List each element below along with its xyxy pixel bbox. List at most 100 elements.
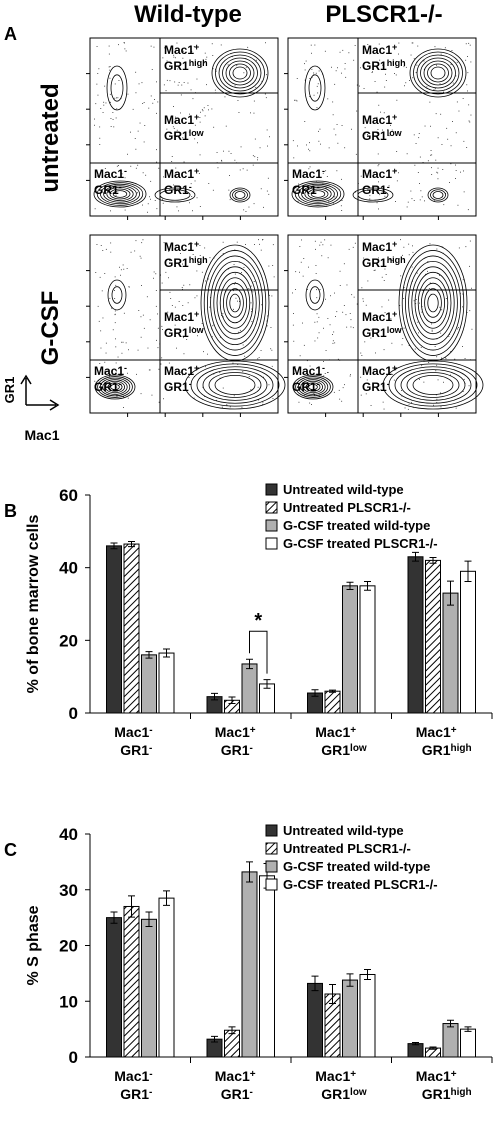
category-label-line2: GR1low <box>321 742 367 758</box>
category-label-line2: GR1low <box>321 1086 367 1102</box>
y-tick-label: 30 <box>59 881 78 900</box>
contour-lines <box>292 244 484 410</box>
legend-label: G-CSF treated wild-type <box>283 859 430 874</box>
category-label-line1: Mac1- <box>114 724 152 740</box>
gate-label-high-line2: GR1high <box>362 58 406 73</box>
gate-label-low-line1: Mac1+ <box>164 309 199 324</box>
contour-lines <box>93 48 269 208</box>
error-bar <box>211 692 218 701</box>
legend: Untreated wild-type Untreated PLSCR1-/- G-… <box>265 823 438 892</box>
y-axis-label: % of bone marrow cells <box>25 515 42 694</box>
flow-plots: Mac1+GR1highMac1+GR1lowMac1-GR1-Mac1+GR1… <box>86 37 484 417</box>
gate-label-high-line1: Mac1+ <box>362 239 397 254</box>
error-bar <box>110 542 118 550</box>
panel-a-letter: A <box>4 24 17 44</box>
legend-label: G-CSF treated PLSCR1-/- <box>283 536 438 551</box>
gate-label-high-line1: Mac1+ <box>164 239 199 254</box>
bar <box>324 690 341 714</box>
contour-lines <box>291 48 467 208</box>
bar <box>224 1029 240 1058</box>
flow-plot-3: Mac1+GR1highMac1+GR1lowMac1-GR1-Mac1+GR1… <box>86 234 286 417</box>
error-bar <box>412 551 419 562</box>
legend-label: Untreated wild-type <box>283 482 404 497</box>
bar-chart-b: B % of bone marrow cells 0 20 40 60 Mac1- GR1- M… <box>4 482 493 758</box>
error-bar <box>364 968 371 981</box>
y-tick-label: 40 <box>59 825 78 844</box>
category-label-line2: GR1- <box>221 1086 253 1102</box>
bar-chart-c: C % S phase 0 10 20 30 40 Mac1- GR1- Mac1+ GR1- Mac… <box>4 823 493 1102</box>
error-bar <box>346 973 354 987</box>
error-bar <box>228 1026 236 1035</box>
error-bar <box>246 861 253 883</box>
axis-legend <box>20 374 60 411</box>
y-tick-label: 10 <box>59 992 78 1011</box>
gate-label-high-line2: GR1high <box>164 255 208 270</box>
flow-plot-4: Mac1+GR1highMac1+GR1lowMac1-GR1-Mac1+GR1… <box>284 234 484 417</box>
bar <box>359 585 376 714</box>
y-tick-label: 20 <box>59 631 78 650</box>
legend-swatch <box>265 537 278 550</box>
y-tick-label: 40 <box>59 559 78 578</box>
bar <box>425 559 441 714</box>
bar <box>241 663 258 714</box>
bar <box>342 979 358 1058</box>
error-bar <box>464 1026 472 1032</box>
y-tick-label: 60 <box>59 486 78 505</box>
error-bar <box>311 689 319 697</box>
y-tick-label: 0 <box>69 704 78 723</box>
error-bar <box>329 984 336 1004</box>
error-bar <box>163 890 170 906</box>
gate-label-mac1-pos-line1: Mac1+ <box>164 363 199 378</box>
error-bar <box>128 895 135 918</box>
error-bar <box>364 580 371 591</box>
row-header-gcsf: G-CSF <box>37 291 64 366</box>
error-bar <box>329 689 336 693</box>
legend-swatch <box>265 824 278 837</box>
bar <box>141 918 157 1058</box>
gate-label-double-neg-line1: Mac1- <box>94 166 127 181</box>
legend-swatch <box>265 860 278 873</box>
gate-label-mac1-pos-line1: Mac1+ <box>362 363 397 378</box>
legend-swatch <box>265 842 278 855</box>
bar <box>141 654 157 714</box>
bar <box>407 1043 424 1058</box>
col-header-plscr1: PLSCR1-/- <box>325 1 442 28</box>
scatter-dots <box>94 239 275 408</box>
gate-label-low-line1: Mac1+ <box>164 112 199 127</box>
bar <box>342 585 358 714</box>
error-bar <box>412 1042 419 1046</box>
gate-label-high-line2: GR1high <box>362 255 406 270</box>
gate-label-low-line1: Mac1+ <box>362 112 397 127</box>
error-bar <box>464 560 472 582</box>
bar <box>307 982 323 1058</box>
gate-label-double-neg-line2: GR1- <box>292 182 320 197</box>
gate-label-low-line1: Mac1+ <box>362 309 397 324</box>
gate-label-high-line2: GR1high <box>164 58 208 73</box>
contour-lines <box>94 244 286 410</box>
bar <box>407 556 424 714</box>
significance-bracket <box>249 630 268 674</box>
y-axis-label: % S phase <box>25 905 42 985</box>
legend-label: Untreated wild-type <box>283 823 404 838</box>
bar <box>158 652 175 714</box>
category-label-line2: GR1high <box>422 1086 472 1102</box>
gate-label-mac1-pos-line1: Mac1+ <box>164 166 199 181</box>
gate-label-double-neg-line2: GR1- <box>94 379 122 394</box>
flow-plot-1: Mac1+GR1highMac1+GR1lowMac1-GR1-Mac1+GR1… <box>86 37 279 220</box>
legend-swatch <box>265 483 278 496</box>
error-bar <box>263 679 271 689</box>
gate-label-high-line1: Mac1+ <box>164 42 199 57</box>
bar <box>259 875 275 1058</box>
error-bar <box>145 651 153 659</box>
y-tick-label: 20 <box>59 937 78 956</box>
significance-marker: * <box>254 610 262 632</box>
error-bar <box>447 580 454 606</box>
error-bar <box>311 975 319 992</box>
bar <box>123 543 140 714</box>
error-bar <box>429 556 437 564</box>
category-label-line1: Mac1+ <box>315 1068 356 1084</box>
category-label-line1: Mac1+ <box>215 724 256 740</box>
category-label-line1: Mac1+ <box>215 1068 256 1084</box>
error-bar <box>145 911 153 928</box>
